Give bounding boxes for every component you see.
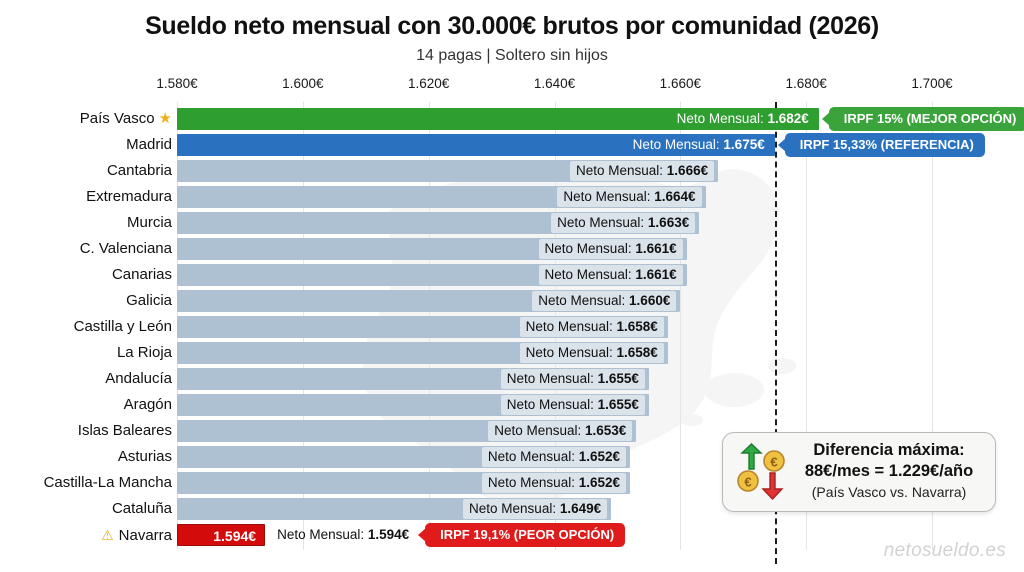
page-title: Sueldo neto mensual con 30.000€ brutos p… — [145, 12, 879, 40]
chart-row[interactable]: Islas Baleares Neto Mensual: 1.653€ — [0, 418, 1024, 444]
bar-value-label: Neto Mensual: 1.675€ — [632, 137, 765, 152]
category-label-cantabria: Cantabria — [106, 162, 172, 179]
chart-row[interactable]: Canarias Neto Mensual: 1.661€ — [0, 262, 1024, 288]
bar-value-label: Neto Mensual: 1.663€ — [551, 213, 696, 233]
callout-heading: Diferencia máxima: — [813, 441, 965, 459]
bar-value-label: Neto Mensual: 1.649€ — [463, 499, 608, 519]
category-label-pa-s-vasco: País Vasco ★ — [79, 110, 172, 127]
irpf-badge[interactable]: IRPF 19,1% (PEOR OPCIÓN) — [418, 523, 626, 547]
bar-value-label: Neto Mensual: 1.682€ — [676, 111, 809, 126]
x-axis-tick-label: 1.580€ — [156, 76, 198, 91]
x-axis-tick-label: 1.680€ — [785, 76, 827, 91]
bar-value-label: Neto Mensual: 1.658€ — [519, 343, 664, 363]
bar-value-label: Neto Mensual: 1.594€ — [277, 527, 410, 542]
svg-text:€: € — [770, 455, 777, 470]
chart-row[interactable]: ⚠ Navarra 1.594€ Neto Mensual: 1.594€ IRPF 1… — [0, 522, 1024, 548]
chart-row[interactable]: Castilla-La Mancha Neto Mensual: 1.652€ — [0, 470, 1024, 496]
category-label-castilla-y-le-n: Castilla y León — [73, 318, 172, 335]
chart-row[interactable]: Cantabria Neto Mensual: 1.666€ — [0, 158, 1024, 184]
chart-row[interactable]: Cataluña Neto Mensual: 1.649€ — [0, 496, 1024, 522]
irpf-badge[interactable]: IRPF 15,33% (REFERENCIA) — [777, 133, 985, 157]
category-label-catalu-a: Cataluña — [111, 500, 172, 517]
bar-value-label: Neto Mensual: 1.655€ — [500, 395, 645, 415]
category-label-arag-n: Aragón — [123, 396, 172, 413]
chart-row[interactable]: C. Valenciana Neto Mensual: 1.661€ — [0, 236, 1024, 262]
x-axis-tick-label: 1.660€ — [659, 76, 701, 91]
category-label-la-rioja: La Rioja — [116, 344, 172, 361]
irpf-badge[interactable]: IRPF 15% (MEJOR OPCIÓN) — [821, 107, 1024, 131]
x-axis-tick-label: 1.700€ — [911, 76, 953, 91]
euro-arrows-icon: € € — [737, 443, 785, 501]
category-label-islas-baleares: Islas Baleares — [77, 422, 172, 439]
category-label-andaluc-a: Andalucía — [105, 370, 172, 387]
star-icon: ★ — [158, 110, 172, 127]
bar-value-label: Neto Mensual: 1.666€ — [570, 161, 715, 181]
chart-row[interactable]: Galicia Neto Mensual: 1.660€ — [0, 288, 1024, 314]
bar-value-label: Neto Mensual: 1.658€ — [519, 317, 664, 337]
bar-value-label: Neto Mensual: 1.655€ — [500, 369, 645, 389]
chart-subtitle: 14 pagas | Soltero sin hijos — [416, 47, 608, 64]
category-label-asturias: Asturias — [117, 448, 172, 465]
bar-value-label: Neto Mensual: 1.661€ — [538, 265, 683, 285]
category-label-madrid: Madrid — [126, 136, 172, 153]
gridline — [932, 102, 933, 550]
category-label-galicia: Galicia — [126, 292, 172, 309]
chart-row[interactable]: Castilla y León Neto Mensual: 1.658€ — [0, 314, 1024, 340]
svg-text:€: € — [744, 475, 751, 490]
category-label-navarra: ⚠ Navarra — [101, 527, 172, 544]
euro-coin-icon: € — [763, 450, 785, 472]
euro-coin-icon: € — [737, 470, 759, 492]
bar-chart: 1.580€ 1.600€ 1.620€ 1.640€ 1.660€ 1.680€ 1.70… — [0, 76, 1024, 572]
chart-row[interactable]: País Vasco ★ Neto Mensual: 1.682€ IRPF 15% … — [0, 106, 1024, 132]
chart-row[interactable]: Asturias Neto Mensual: 1.652€ — [0, 444, 1024, 470]
chart-row[interactable]: La Rioja Neto Mensual: 1.658€ — [0, 340, 1024, 366]
callout-detail: (País Vasco vs. Navarra) — [811, 484, 967, 500]
bar-value-label: Neto Mensual: 1.652€ — [481, 447, 626, 467]
bar-value-label: Neto Mensual: 1.653€ — [488, 421, 633, 441]
reference-line — [774, 102, 777, 564]
bar-navarra[interactable]: 1.594€ — [177, 524, 266, 546]
watermark: netosueldo.es — [883, 540, 1006, 561]
bar-value-label: Neto Mensual: 1.664€ — [557, 187, 702, 207]
bar-value-label: Neto Mensual: 1.661€ — [538, 239, 683, 259]
gridline — [680, 102, 682, 550]
arrow-down-icon — [761, 472, 784, 501]
bar-inner-value: 1.594€ — [213, 528, 257, 544]
category-label-canarias: Canarias — [111, 266, 172, 283]
arrow-up-icon — [740, 443, 763, 470]
max-difference-callout: € € Diferencia máxima: 88€/mes = 1.229€/… — [722, 432, 996, 512]
chart-row[interactable]: Aragón Neto Mensual: 1.655€ — [0, 392, 1024, 418]
gridline — [806, 102, 808, 550]
callout-value: 88€/mes = 1.229€/año — [804, 462, 974, 480]
chart-row[interactable]: Madrid Neto Mensual: 1.675€ IRPF 15,33% (R… — [0, 132, 1024, 158]
chart-row[interactable]: Extremadura Neto Mensual: 1.664€ — [0, 184, 1024, 210]
chart-row[interactable]: Murcia Neto Mensual: 1.663€ — [0, 210, 1024, 236]
bar-value-label: Neto Mensual: 1.652€ — [481, 473, 626, 493]
category-label-extremadura: Extremadura — [86, 188, 172, 205]
chart-row[interactable]: Andalucía Neto Mensual: 1.655€ — [0, 366, 1024, 392]
bar-madrid[interactable] — [177, 134, 775, 156]
bar-value-label: Neto Mensual: 1.660€ — [532, 291, 677, 311]
bar-pa-s-vasco[interactable] — [177, 108, 819, 130]
x-axis-tick-label: 1.620€ — [408, 76, 450, 91]
category-label-castilla-la-mancha: Castilla-La Mancha — [43, 474, 172, 491]
category-label-c-valenciana: C. Valenciana — [79, 240, 172, 257]
category-label-murcia: Murcia — [126, 214, 172, 231]
x-axis-tick-label: 1.640€ — [533, 76, 576, 91]
warning-icon: ⚠ — [101, 527, 114, 543]
x-axis-tick-label: 1.600€ — [282, 76, 324, 91]
